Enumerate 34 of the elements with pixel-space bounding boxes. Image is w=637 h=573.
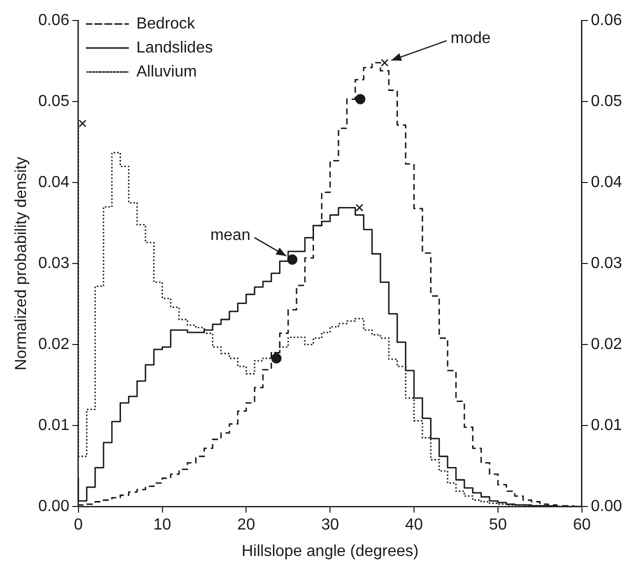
- y2-tick-label: 0.06: [590, 12, 622, 30]
- legend-label: Bedrock: [136, 15, 196, 32]
- x-tick-label: 30: [321, 516, 340, 534]
- y-tick-label: 0.06: [38, 12, 70, 30]
- point: [271, 353, 282, 364]
- y2-tick-label: 0.04: [590, 174, 622, 192]
- legend-label: Landslides: [136, 39, 213, 56]
- y-tick-label: 0.01: [38, 417, 70, 434]
- x-tick-label: 60: [572, 516, 591, 534]
- point: [380, 58, 388, 67]
- point: [78, 120, 86, 128]
- y2-tick-label: 0.02: [590, 336, 622, 354]
- x-axis-title: Hillslope angle (degrees): [242, 542, 419, 560]
- y-tick-label: 0.00: [38, 498, 70, 516]
- point: [287, 254, 298, 265]
- x-tick-label: 50: [489, 516, 507, 534]
- point: [355, 94, 366, 104]
- y-tick-label: 0.05: [38, 93, 70, 110]
- y2-tick-label: 0.00: [590, 498, 622, 516]
- y-axis-title: Normalized probability density: [13, 156, 30, 370]
- point: [356, 204, 364, 212]
- x-tick-label: 10: [153, 516, 172, 534]
- y-tick-label: 0.04: [38, 174, 70, 192]
- x-tick-label: 40: [405, 516, 424, 534]
- y2-tick-label: 0.03: [590, 255, 622, 272]
- x-tick-label: 0: [74, 516, 83, 534]
- annotation: mean: [210, 226, 250, 244]
- y2-tick-label: 0.05: [590, 93, 622, 110]
- legend-label: Alluvium: [136, 63, 197, 80]
- y2-tick-label: 0.01: [590, 417, 622, 434]
- x-tick-label: 20: [237, 516, 256, 534]
- annotation: mode: [450, 30, 491, 48]
- y-tick-label: 0.03: [38, 255, 70, 272]
- y-tick-label: 0.02: [38, 336, 70, 354]
